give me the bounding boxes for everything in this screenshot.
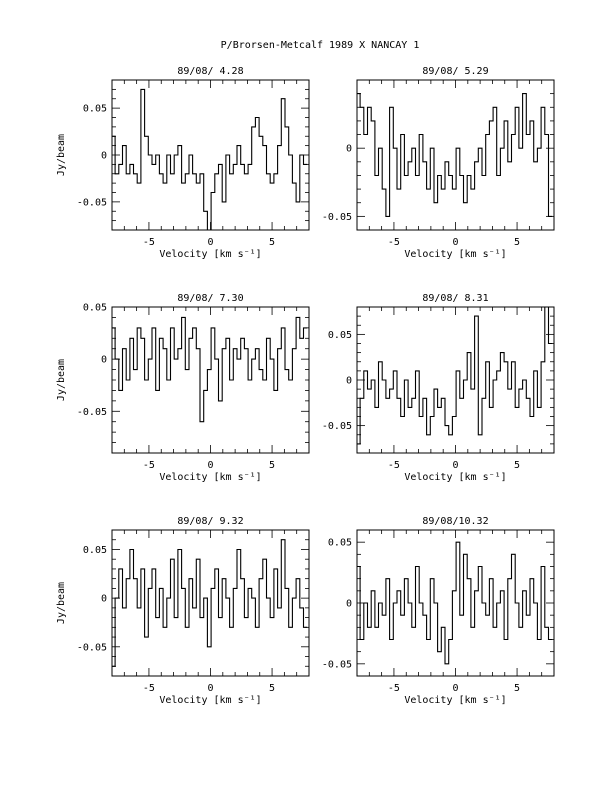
x-axis-label: Velocity [km s⁻¹]	[159, 472, 261, 483]
y-tick-label: 0.05	[83, 303, 107, 314]
x-tick-label: 5	[514, 237, 520, 248]
x-tick-label: -5	[143, 460, 155, 471]
y-tick-label: -0.05	[322, 659, 352, 670]
y-tick-label: 0	[346, 599, 352, 610]
y-tick-label: -0.05	[77, 197, 107, 208]
x-tick-label: 5	[269, 683, 275, 694]
plot-frame	[356, 529, 555, 677]
y-tick-label: 0	[101, 594, 107, 605]
x-tick-label: -5	[388, 683, 400, 694]
x-tick-label: 0	[207, 460, 213, 471]
y-axis-label: Jy/beam	[56, 359, 67, 401]
x-axis-label: Velocity [km s⁻¹]	[404, 249, 506, 260]
spectrum-line	[357, 541, 553, 665]
spectrum-panel-1: 89/08/ 4.28 -5 0 5 0.05 0 -0.05 Velocity [km s⁻…	[56, 66, 310, 260]
x-tick-label: 5	[269, 237, 275, 248]
panel-title: 89/08/ 4.28	[177, 66, 243, 77]
plot-frame	[356, 79, 555, 231]
x-tick-label: 0	[452, 237, 458, 248]
spectrum-line	[357, 306, 553, 445]
spectrum-panel-4: 89/08/ 8.31 -5 0 5 0.05 0 -0.05 Velocity [km s⁻…	[322, 293, 555, 483]
x-tick-label: -5	[388, 460, 400, 471]
y-tick-label: 0	[346, 144, 352, 155]
y-tick-label: 0	[101, 355, 107, 366]
page-title-text: P/Brorsen-Metcalf 1989 X NANCAY 1	[221, 40, 420, 51]
spectrum-line	[357, 93, 553, 217]
spectrum-line	[112, 88, 308, 231]
panel-title: 89/08/ 9.32	[177, 516, 243, 527]
panel-title: 89/08/ 7.30	[177, 293, 243, 304]
y-tick-label: 0	[101, 151, 107, 162]
x-tick-label: 5	[514, 683, 520, 694]
panel-title: 89/08/10.32	[422, 516, 488, 527]
y-tick-label: -0.05	[77, 642, 107, 653]
page-title-svg: P/Brorsen-Metcalf 1989 X NANCAY 1	[221, 40, 420, 51]
x-tick-label: 0	[207, 683, 213, 694]
y-tick-label: -0.05	[77, 407, 107, 418]
x-axis-label: Velocity [km s⁻¹]	[404, 472, 506, 483]
y-tick-label: 0.05	[83, 545, 107, 556]
y-tick-label: -0.05	[322, 212, 352, 223]
plot-frame	[111, 529, 310, 677]
x-axis-label: Velocity [km s⁻¹]	[159, 695, 261, 706]
spectrum-panel-6: 89/08/10.32 -5 0 5 0.05 0 -0.05 Velocity [km s⁻…	[322, 516, 555, 706]
spectrum-panel-5: 89/08/ 9.32 -5 0 5 0.05 0 -0.05 Velocity [km s⁻…	[56, 516, 310, 706]
x-axis-label: Velocity [km s⁻¹]	[404, 695, 506, 706]
x-tick-label: -5	[388, 237, 400, 248]
x-tick-label: 5	[514, 460, 520, 471]
x-tick-label: 5	[269, 460, 275, 471]
spectrum-panel-3: 89/08/ 7.30 -5 0 5 0.05 0 -0.05 Velocity [km s⁻…	[56, 293, 310, 483]
spectrum-panel-2: 89/08/ 5.29 -5 0 5 0 -0.05 Velocity [km s⁻¹]	[322, 66, 555, 260]
x-tick-label: -5	[143, 237, 155, 248]
x-axis-label: Velocity [km s⁻¹]	[159, 249, 261, 260]
panel-title: 89/08/ 5.29	[422, 66, 488, 77]
y-tick-label: 0.05	[328, 330, 352, 341]
plot-frame	[111, 79, 310, 231]
y-axis-label: Jy/beam	[56, 582, 67, 624]
y-tick-label: -0.05	[322, 421, 352, 432]
y-axis-label: Jy/beam	[56, 134, 67, 176]
x-tick-label: 0	[207, 237, 213, 248]
y-tick-label: 0.05	[328, 538, 352, 549]
x-tick-label: 0	[452, 683, 458, 694]
y-tick-label: 0	[346, 376, 352, 387]
y-tick-label: 0.05	[83, 104, 107, 115]
x-tick-label: 0	[452, 460, 458, 471]
plot-frame	[111, 306, 310, 454]
spectrum-line	[112, 539, 308, 667]
spectrum-line	[112, 316, 308, 423]
panel-title: 89/08/ 8.31	[422, 293, 488, 304]
x-tick-label: -5	[143, 683, 155, 694]
